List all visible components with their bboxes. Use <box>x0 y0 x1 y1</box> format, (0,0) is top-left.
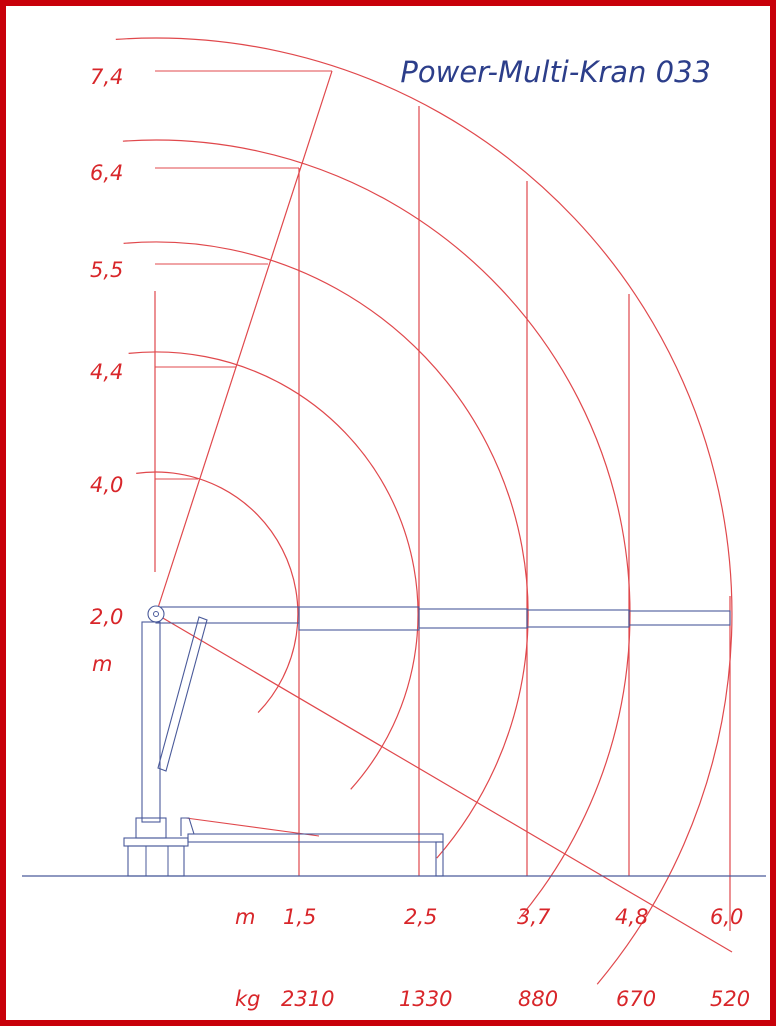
load-unit-label: kg <box>235 987 261 1011</box>
reach-label-2-5: 2,5 <box>404 905 437 929</box>
reach-arc-3 <box>123 241 529 859</box>
crane-drawing <box>123 605 731 877</box>
height-label-2-0: 2,0 <box>90 605 123 629</box>
chassis-block <box>127 845 185 877</box>
height-label-5-5: 5,5 <box>90 258 123 282</box>
crane-load-diagram: Power-Multi-Kran 033 7,4 6,4 5,5 4,4 4,0… <box>22 37 766 1011</box>
height-label-6-4: 6,4 <box>90 161 123 185</box>
reach-label-4-8: 4,8 <box>615 905 648 929</box>
height-label-4-0: 4,0 <box>90 473 123 497</box>
height-label-7-4: 7,4 <box>90 65 123 89</box>
reach-arc-2 <box>128 351 419 790</box>
boom-section-3 <box>526 609 630 628</box>
load-label-520: 520 <box>710 987 750 1011</box>
boom-pivot-pin <box>153 611 159 617</box>
load-label-1330: 1330 <box>399 987 452 1011</box>
column-base <box>135 817 167 839</box>
load-label-670: 670 <box>616 987 656 1011</box>
reach-label-3-7: 3,7 <box>517 905 551 929</box>
boom-pivot <box>147 605 165 623</box>
reach-label-6-0: 6,0 <box>710 905 743 929</box>
reach-arc-4 <box>122 139 631 920</box>
diagram-title: Power-Multi-Kran 033 <box>400 55 711 89</box>
stabilizer-hook <box>180 817 195 836</box>
crane-column <box>141 621 161 823</box>
height-unit-label: m <box>92 652 112 676</box>
boom-section-2 <box>418 608 528 629</box>
hydraulic-cylinder <box>157 616 208 772</box>
height-label-4-4: 4,4 <box>90 360 123 384</box>
boom-base-section <box>155 606 300 624</box>
stabilizer-foot <box>435 841 444 877</box>
lines-layer <box>22 37 766 985</box>
load-label-2310: 2310 <box>281 987 334 1011</box>
lower-boom-limit-line <box>155 613 733 953</box>
stabilizer-guide-line <box>185 817 320 837</box>
boom-section-4 <box>628 610 731 626</box>
reach-label-1-5: 1,5 <box>283 905 316 929</box>
reach-unit-label: m <box>235 905 255 929</box>
load-label-880: 880 <box>518 987 558 1011</box>
reach-arc-5 <box>115 37 733 985</box>
upper-boom-limit-line <box>155 70 333 615</box>
stabilizer-arm <box>187 833 444 843</box>
reach-arc-1 <box>136 471 299 714</box>
chassis-plate <box>123 837 189 847</box>
